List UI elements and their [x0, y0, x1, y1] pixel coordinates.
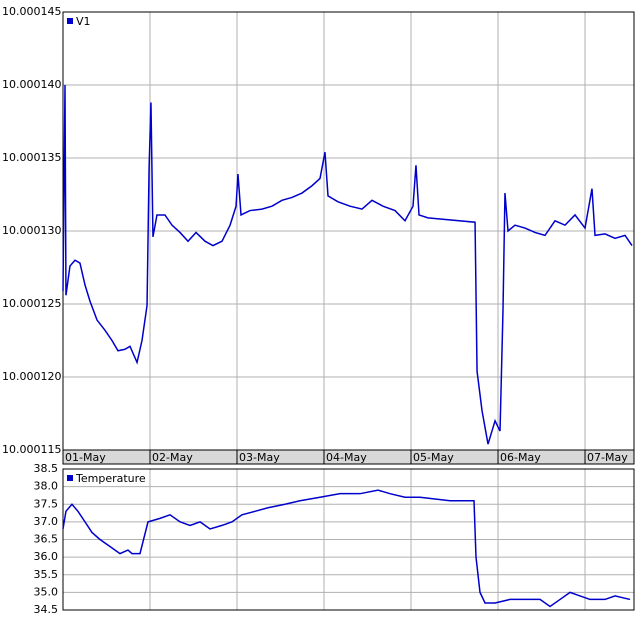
y-tick-label: 38.5 [34, 462, 59, 475]
x-tick-label: 02-May [152, 451, 193, 464]
x-tick-label: 06-May [500, 451, 541, 464]
legend-swatch [67, 18, 73, 24]
y-tick-label: 36.5 [34, 533, 59, 546]
y-tick-label: 10.000115 [2, 443, 62, 456]
legend-swatch [67, 475, 73, 481]
y-tick-label: 10.000135 [2, 151, 62, 164]
y-tick-label: 10.000130 [2, 224, 62, 237]
x-tick-label: 05-May [413, 451, 454, 464]
legend-label: Temperature [75, 472, 146, 485]
y-tick-label: 10.000120 [2, 370, 62, 383]
y-tick-label: 36.0 [34, 550, 59, 563]
y-tick-label: 38.0 [34, 480, 59, 493]
series-line [62, 84, 633, 445]
y-tick-label: 10.000140 [2, 78, 62, 91]
series-line [62, 489, 631, 608]
y-tick-label: 35.5 [34, 568, 59, 581]
y-tick-label: 37.5 [34, 497, 59, 510]
x-tick-label: 07-May [587, 451, 628, 464]
y-tick-label: 37.0 [34, 515, 59, 528]
y-tick-label: 35.0 [34, 585, 59, 598]
y-tick-label: 34.5 [34, 603, 59, 616]
x-tick-label: 04-May [326, 451, 367, 464]
y-tick-label: 10.000125 [2, 297, 62, 310]
x-tick-label: 03-May [239, 451, 280, 464]
y-tick-label: 10.000145 [2, 5, 62, 18]
legend-label: V1 [76, 15, 91, 28]
plot-frame [62, 468, 635, 611]
x-tick-label: 01-May [65, 451, 106, 464]
